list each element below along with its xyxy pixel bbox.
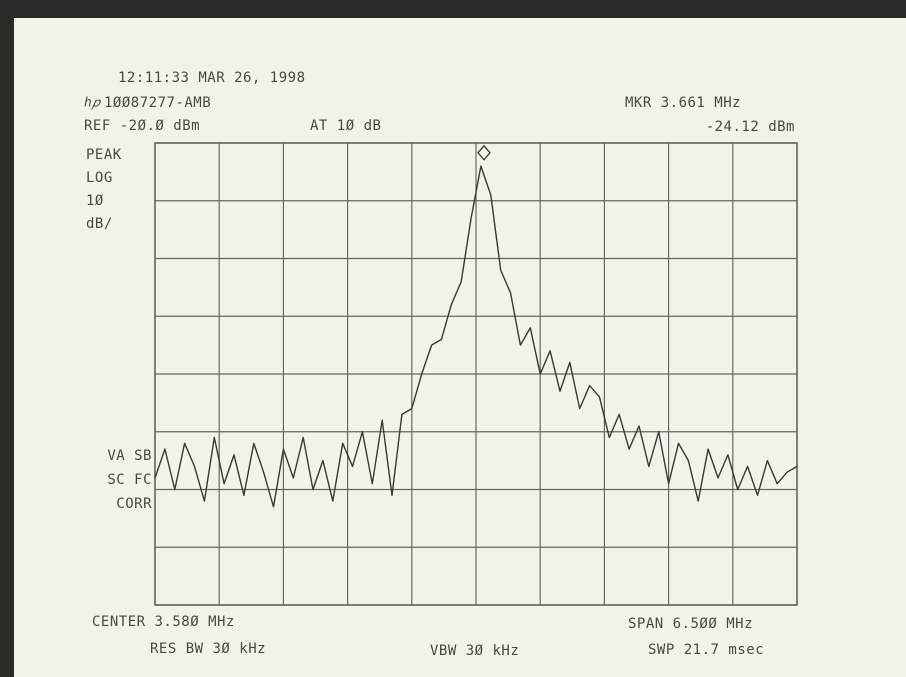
hp-logo: ℎ𝑝 — [84, 96, 101, 111]
rbw-label: RES BW 3Ø kHz — [150, 641, 266, 657]
vbw-label: VBW 3Ø kHz — [430, 643, 519, 659]
mode-label: dB/ — [86, 216, 113, 232]
mode-label: 1Ø — [86, 193, 104, 209]
mode-label: PEAK — [86, 147, 122, 163]
span-label: SPAN 6.5ØØ MHz — [628, 616, 753, 632]
sweep-label: SWP 21.7 msec — [648, 642, 764, 658]
attenuation: AT 1Ø dB — [310, 118, 381, 134]
mode-label: CORR — [116, 496, 152, 512]
center-label: CENTER 3.58Ø MHz — [92, 614, 235, 630]
mode-label: LOG — [86, 170, 113, 186]
mode-label: VA SB — [107, 448, 152, 464]
marker-label: MKR 3.661 MHz — [625, 95, 741, 111]
paper — [14, 18, 906, 677]
ref-level: REF -2Ø.Ø dBm — [84, 118, 200, 134]
page: ℎ𝑝 12:11:33 MAR 26, 1998 1ØØ87277-AMB RE… — [0, 0, 906, 677]
mode-label: SC FC — [107, 472, 152, 488]
marker-value-label: -24.12 dBm — [706, 119, 795, 135]
timestamp: 12:11:33 MAR 26, 1998 — [118, 70, 306, 86]
chart: ℎ𝑝 12:11:33 MAR 26, 1998 1ØØ87277-AMB RE… — [0, 0, 906, 677]
instrument-id: 1ØØ87277-AMB — [104, 95, 211, 111]
